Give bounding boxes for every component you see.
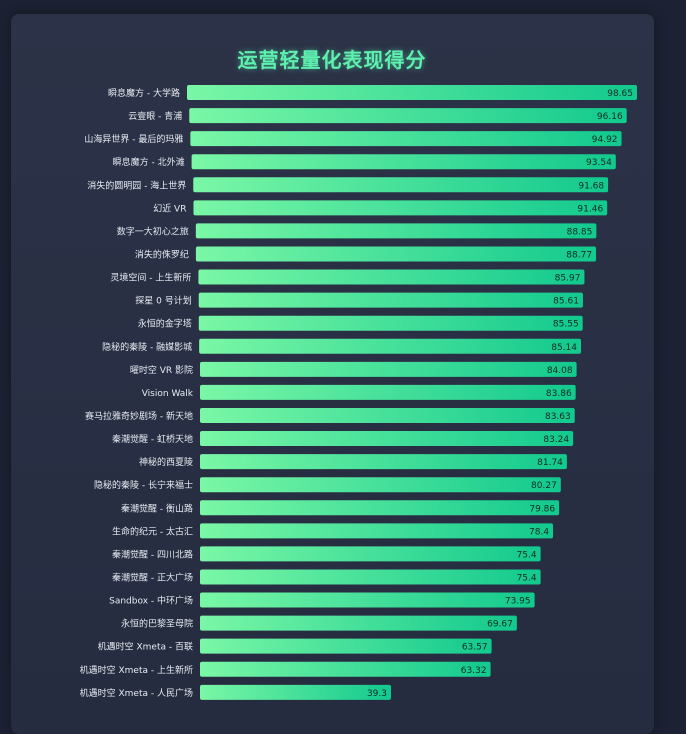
- bar-25: [200, 661, 491, 677]
- category-label: 数字一大初心之旅: [117, 225, 189, 237]
- bar-10: [198, 315, 583, 331]
- category-label: 生命的纪元 - 太古汇: [112, 525, 193, 537]
- category-label: 秦潮觉醒 - 衡山路: [121, 502, 193, 514]
- bar-1: [189, 108, 627, 124]
- category-label: 秦潮觉醒 - 四川北路: [112, 548, 193, 560]
- value-label: 83.24: [543, 435, 569, 445]
- value-label: 85.97: [555, 274, 581, 284]
- bar-24: [200, 638, 492, 654]
- category-label: 永恒的巴黎圣母院: [121, 618, 193, 630]
- bar-5: [193, 200, 608, 216]
- category-label: 神秘的西夏陵: [139, 456, 193, 468]
- bar-12: [200, 361, 577, 377]
- category-label: 瞬息魔方 - 大学路: [108, 87, 180, 99]
- category-label: 消失的圆明园 - 海上世界: [87, 179, 186, 191]
- value-label: 94.92: [592, 135, 618, 145]
- value-label: 80.27: [531, 481, 557, 491]
- value-label: 73.95: [505, 597, 531, 607]
- bar-26: [200, 684, 391, 700]
- category-label: 永恒的金字塔: [138, 318, 192, 330]
- value-label: 88.85: [567, 227, 593, 237]
- value-label: 83.86: [546, 389, 572, 399]
- value-label: 98.65: [607, 89, 633, 99]
- value-label: 75.4: [517, 550, 537, 560]
- value-label: 85.14: [551, 343, 577, 353]
- bar-16: [200, 454, 567, 470]
- category-label: 探星 0 号计划: [135, 295, 191, 307]
- bar-15: [200, 431, 574, 447]
- category-label: Vision Walk: [142, 389, 194, 399]
- value-label: 63.32: [461, 666, 487, 676]
- bar-0: [187, 85, 637, 100]
- category-label: 山海异世界 - 最后的玛雅: [84, 133, 183, 145]
- value-label: 63.57: [462, 643, 488, 653]
- category-label: 隐秘的秦陵 - 融媒影城: [102, 341, 192, 353]
- category-label: 机遇时空 Xmeta - 百联: [98, 641, 193, 653]
- value-label: 79.86: [529, 504, 555, 514]
- bar-22: [200, 592, 535, 608]
- category-label: Sandbox - 中环广场: [109, 595, 193, 607]
- bar-14: [200, 407, 575, 423]
- category-label: 曜时空 VR 影院: [130, 364, 193, 376]
- value-label: 39.3: [367, 689, 387, 699]
- bar-19: [200, 523, 554, 539]
- bar-17: [200, 477, 561, 493]
- bar-18: [200, 500, 560, 516]
- value-label: 85.61: [553, 297, 579, 307]
- value-label: 96.16: [597, 112, 623, 122]
- category-label: 云壹眼 - 青浦: [128, 110, 182, 122]
- bar-2: [190, 131, 622, 147]
- category-label: 秦潮觉醒 - 正大广场: [112, 571, 193, 583]
- category-label: 秦潮觉醒 - 虹桥天地: [112, 433, 193, 445]
- value-label: 78.4: [529, 527, 549, 537]
- category-label: 机遇时空 Xmeta - 上生新所: [80, 664, 193, 676]
- bar-7: [195, 246, 597, 262]
- value-label: 84.08: [547, 366, 573, 376]
- category-label: 消失的侏罗纪: [135, 248, 189, 260]
- category-label: 瞬息魔方 - 北外滩: [113, 156, 185, 168]
- value-label: 88.77: [566, 250, 592, 260]
- bar-20: [200, 546, 541, 562]
- bar-21: [200, 569, 541, 585]
- bar-4: [193, 177, 609, 193]
- bar-23: [200, 615, 517, 631]
- value-label: 81.74: [537, 458, 563, 468]
- chart-title: 运营轻量化表现得分: [237, 48, 427, 72]
- bar-6: [195, 223, 597, 239]
- value-label: 69.67: [487, 620, 513, 630]
- bar-8: [198, 269, 585, 285]
- bars-group: 98.65 瞬息魔方 - 大学路 96.16 云壹眼 - 青浦 94.92 山海异世界 -…: [80, 85, 637, 700]
- value-label: 91.68: [578, 181, 604, 191]
- category-label: 赛马拉雅奇妙剧场 - 新天地: [85, 410, 193, 422]
- bar-11: [199, 338, 582, 354]
- bar-3: [191, 154, 616, 170]
- value-label: 91.46: [577, 204, 603, 214]
- bar-9: [198, 292, 583, 308]
- category-label: 机遇时空 Xmeta - 人民广场: [80, 687, 193, 699]
- category-label: 灵境空间 - 上生新所: [110, 272, 191, 284]
- bar-13: [200, 384, 576, 400]
- category-label: 隐秘的秦陵 - 长宁来福士: [94, 479, 193, 491]
- value-label: 83.63: [545, 412, 571, 422]
- value-label: 93.54: [586, 158, 612, 168]
- value-label: 85.55: [553, 320, 579, 330]
- value-label: 75.4: [517, 573, 537, 583]
- category-label: 幻近 VR: [153, 202, 186, 214]
